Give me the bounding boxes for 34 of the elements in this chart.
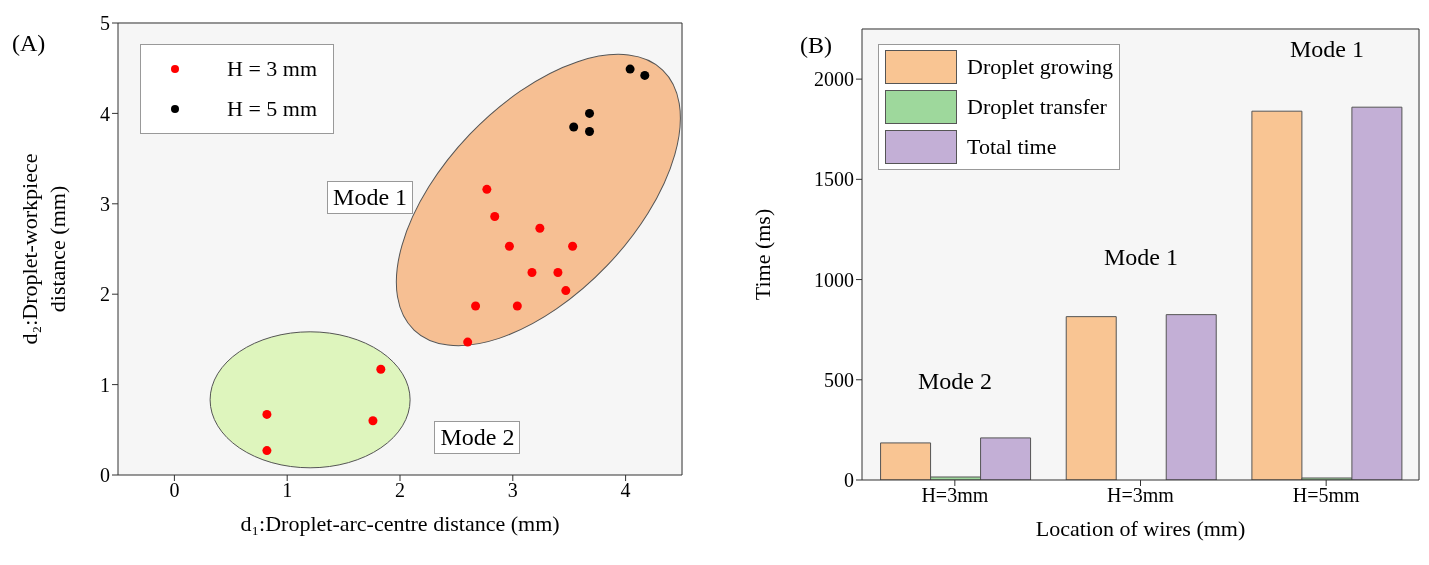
x-axis-title: d₁:Droplet-arc-centre distance (mm) bbox=[240, 511, 560, 536]
y-tick-label: 1500 bbox=[814, 168, 854, 191]
y-axis-title: Time (ms) bbox=[750, 208, 775, 301]
y-tick-label: 1000 bbox=[814, 268, 854, 291]
y-tick-label: 3 bbox=[100, 192, 110, 215]
y-tick-label: 500 bbox=[824, 368, 854, 391]
legend-label: H = 3 mm bbox=[227, 56, 318, 82]
legend-label: Droplet growing bbox=[967, 54, 1114, 80]
annotation: Mode 2 bbox=[917, 367, 993, 395]
x-tick-label: 1 bbox=[282, 479, 293, 502]
y-tick-label: 0 bbox=[100, 464, 110, 487]
y-tick-label: 2 bbox=[100, 283, 110, 306]
y-tick-label: 5 bbox=[100, 12, 110, 35]
x-tick-label: H=5mm bbox=[1292, 484, 1361, 507]
legend-label: H = 5 mm bbox=[227, 96, 318, 122]
legend-label: Droplet transfer bbox=[967, 94, 1107, 120]
text: (A) bbox=[12, 30, 46, 57]
y-tick-label: 1 bbox=[100, 373, 110, 396]
x-tick-label: 2 bbox=[395, 479, 405, 502]
y-axis-title: d₂:Droplet-workpiece distance (mm) bbox=[17, 153, 70, 345]
y-tick-label: 2000 bbox=[814, 68, 854, 91]
x-tick-label: 0 bbox=[169, 479, 180, 502]
y-tick-label: 4 bbox=[100, 102, 110, 125]
annotation: Mode 1 bbox=[327, 180, 414, 214]
x-tick-label: 4 bbox=[620, 479, 631, 502]
annotation: Mode 1 bbox=[1289, 36, 1365, 64]
x-axis-title: Location of wires (mm) bbox=[1035, 516, 1246, 541]
x-tick-label: 3 bbox=[507, 479, 518, 502]
annotation: Mode 2 bbox=[434, 420, 521, 454]
annotation: Mode 1 bbox=[1103, 244, 1179, 272]
x-tick-label: H=3mm bbox=[1107, 484, 1175, 507]
text: (B) bbox=[800, 32, 832, 59]
legend-label: Total time bbox=[967, 134, 1057, 160]
x-tick-label: H=3mm bbox=[921, 484, 989, 507]
